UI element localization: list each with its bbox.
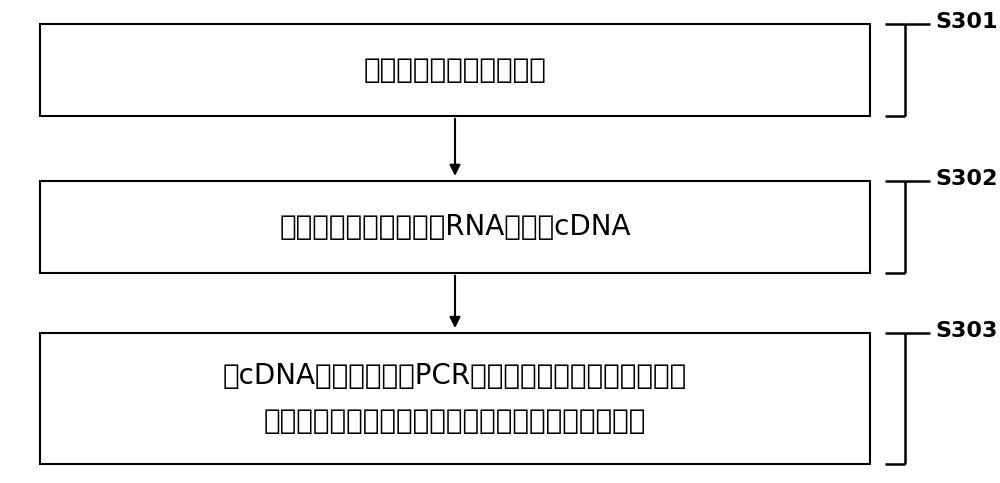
- Text: 进行健康人静脉血的采集: 进行健康人静脉血的采集: [364, 56, 546, 84]
- Text: S302: S302: [935, 169, 997, 189]
- Text: S301: S301: [935, 12, 998, 32]
- Text: 以cDNA为模板，采用PCR技术扩增人血清白蛋白基因，
通过重组工程宿主细胞表达，即可得到人血清白蛋白: 以cDNA为模板，采用PCR技术扩增人血清白蛋白基因， 通过重组工程宿主细胞表达…: [223, 362, 687, 435]
- FancyBboxPatch shape: [40, 333, 870, 464]
- FancyBboxPatch shape: [40, 24, 870, 116]
- Text: 从采集的血液中提取总RNA合成总cDNA: 从采集的血液中提取总RNA合成总cDNA: [279, 213, 631, 241]
- FancyBboxPatch shape: [40, 181, 870, 273]
- Text: S303: S303: [935, 321, 997, 341]
